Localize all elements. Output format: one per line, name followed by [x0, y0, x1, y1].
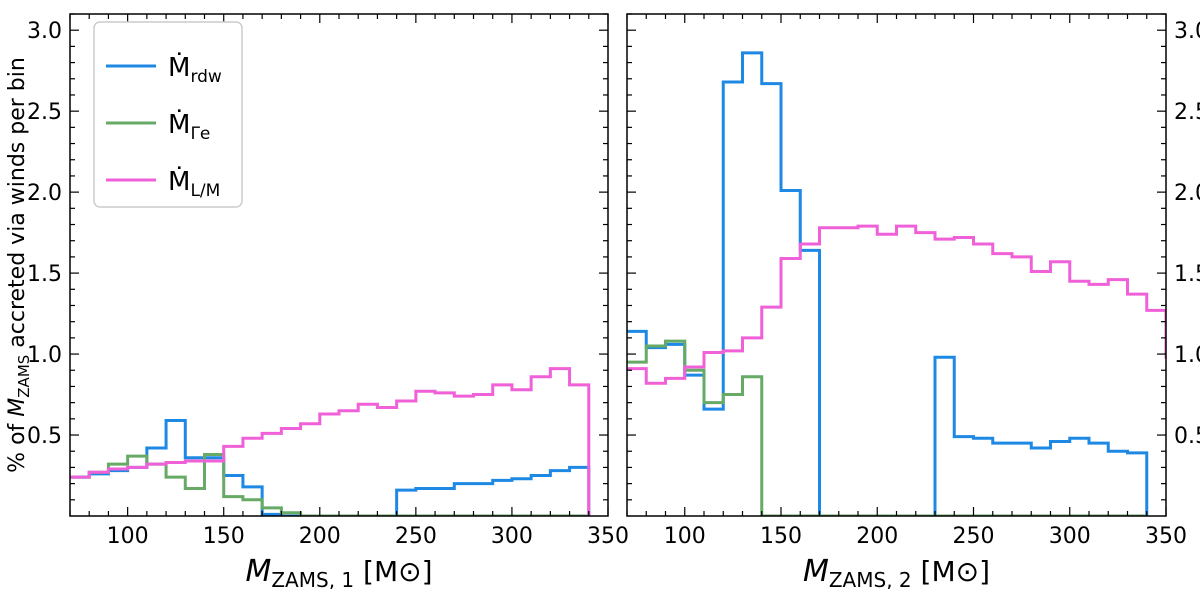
- y-tick-label: 2.5: [1174, 100, 1200, 125]
- x-axis-label: MZAMS, 2 [M⊙]: [803, 554, 990, 589]
- series-line-rdw: [70, 418, 591, 516]
- x-tick-label: 100: [107, 524, 149, 549]
- y-tick-label: 2.0: [27, 181, 62, 206]
- x-tick-label: 150: [203, 524, 245, 549]
- x-tick-label: 200: [856, 524, 898, 549]
- y-tick-label: 1.5: [27, 262, 62, 287]
- x-tick-label: 150: [760, 524, 802, 549]
- series-line-lm: [627, 224, 1166, 385]
- x-tick-label: 350: [1145, 524, 1187, 549]
- x-tick-label: 200: [299, 524, 341, 549]
- y-tick-label: 0.5: [27, 424, 62, 449]
- legend-box: [93, 21, 243, 208]
- x-tick-label: 250: [953, 524, 995, 549]
- series-line-gamma-e: [627, 339, 1147, 516]
- y-tick-label: 1.5: [1174, 262, 1200, 287]
- right-panel: 100 150 200 250 300 350 0.5 1.0 1.5 2.0 2.5 3.0 MZAM…: [626, 13, 1200, 589]
- legend: Ṁrdw ṀΓe ṀL/M: [93, 21, 243, 208]
- x-tick-label: 300: [491, 524, 533, 549]
- series-line-lm: [70, 367, 591, 516]
- x-tick-label: 300: [1049, 524, 1091, 549]
- plot-frame: [626, 13, 1167, 517]
- x-tick-label: 100: [664, 524, 706, 549]
- x-axis-label: MZAMS, 1 [M⊙]: [245, 554, 432, 589]
- legend-label: ṀΓe: [168, 108, 210, 144]
- legend-label: Ṁrdw: [168, 51, 222, 87]
- axis-labels: % of MZAMS accreted via winds per bin: [5, 57, 33, 473]
- left-panel: 100 150 200 250 300 350 0.5 1.0 1.5 2.0 2.5 3.0 MZAM…: [27, 13, 629, 589]
- y-tick-label: 2.0: [1174, 181, 1200, 206]
- series-group: [70, 367, 591, 516]
- y-tick-label: 0.5: [1174, 424, 1200, 449]
- legend-label: ṀL/M: [168, 165, 220, 201]
- y-axis-label: % of MZAMS accreted via winds per bin: [5, 57, 33, 473]
- series-group: [627, 51, 1166, 516]
- x-tick-label: 350: [587, 524, 629, 549]
- y-tick-label: 1.0: [27, 343, 62, 368]
- y-tick-label: 2.5: [27, 100, 62, 125]
- x-tick-label: 250: [395, 524, 437, 549]
- series-line-gamma-e: [70, 452, 589, 516]
- y-tick-label: 3.0: [27, 19, 62, 44]
- y-tick-label: 1.0: [1174, 343, 1200, 368]
- series-line-rdw: [627, 51, 1149, 516]
- y-tick-label: 3.0: [1174, 19, 1200, 44]
